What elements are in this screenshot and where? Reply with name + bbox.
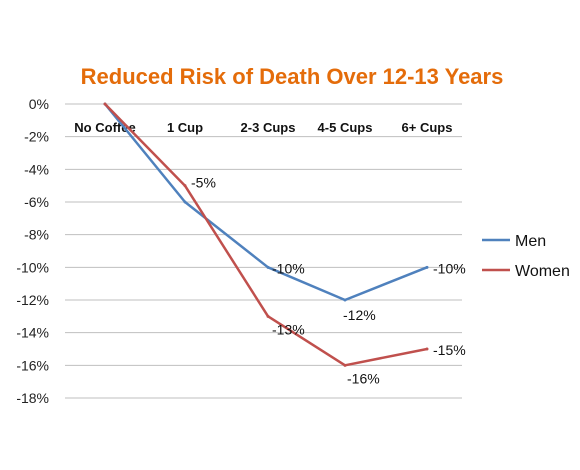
data-point-women	[183, 184, 187, 188]
category-label: 2-3 Cups	[241, 120, 296, 135]
legend-label-women: Women	[515, 263, 570, 280]
chart-title: Reduced Risk of Death Over 12-13 Years	[81, 64, 504, 89]
data-label: -12%	[343, 307, 376, 323]
legend-label-men: Men	[515, 233, 546, 250]
data-label: -10%	[433, 260, 466, 276]
data-point-men	[183, 200, 187, 204]
data-point-women	[103, 102, 107, 106]
data-point-women	[266, 314, 270, 318]
data-point-men	[343, 298, 347, 302]
data-label: -16%	[347, 370, 380, 386]
y-tick-label: -14%	[16, 325, 49, 341]
data-label: -15%	[433, 342, 466, 358]
series-lines	[103, 102, 429, 367]
y-tick-label: -2%	[24, 129, 49, 145]
y-tick-label: -16%	[16, 357, 49, 373]
y-tick-label: 0%	[29, 96, 49, 112]
y-tick-label: -6%	[24, 194, 49, 210]
y-axis-ticks: 0% -2% -4% -6% -8% -10% -12% -14% -16% -18%	[16, 96, 49, 406]
data-point-men	[425, 265, 429, 269]
y-tick-label: -4%	[24, 161, 49, 177]
category-labels: No Coffee 1 Cup 2-3 Cups 4-5 Cups 6+ Cups	[74, 120, 452, 135]
data-labels: -10% -12% -10% -5% -13% -16% -15%	[191, 175, 466, 387]
data-point-women	[425, 347, 429, 351]
category-label: 6+ Cups	[402, 120, 453, 135]
y-tick-label: -12%	[16, 292, 49, 308]
category-label: 4-5 Cups	[318, 120, 373, 135]
category-label: 1 Cup	[167, 120, 203, 135]
legend: Men Women	[482, 233, 570, 280]
y-tick-label: -18%	[16, 390, 49, 406]
data-point-women	[343, 363, 347, 367]
data-point-men	[266, 265, 270, 269]
data-label: -5%	[191, 175, 216, 191]
y-tick-label: -10%	[16, 259, 49, 275]
data-label: -13%	[272, 321, 305, 337]
y-tick-label: -8%	[24, 227, 49, 243]
data-label: -10%	[272, 260, 305, 276]
